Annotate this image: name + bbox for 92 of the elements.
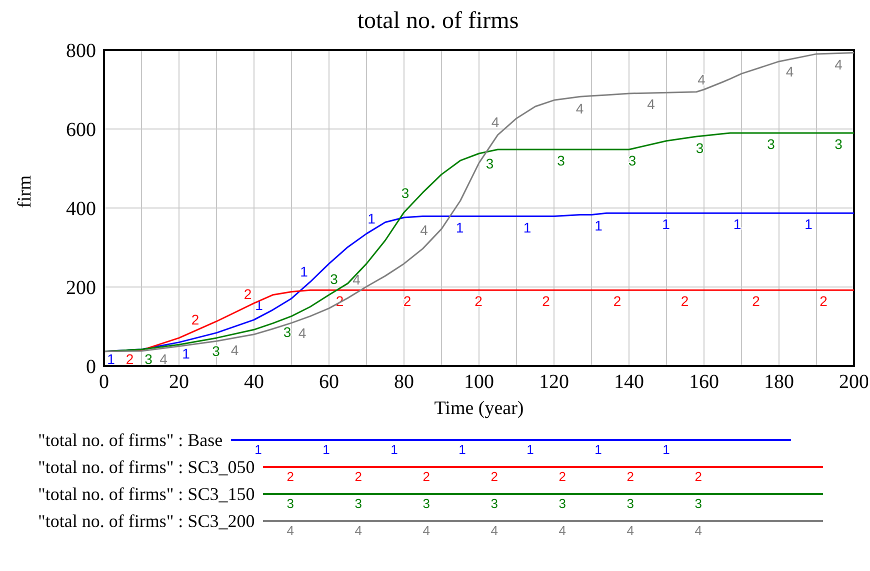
y-axis-title: firm [14,175,36,208]
text: 3 [422,496,430,511]
annotation: 1 [300,263,308,280]
annotation: 2 [474,293,483,310]
text: 3 [286,496,294,511]
annotation: 1 [662,216,670,232]
text: 4 [354,523,362,538]
x-tick-label: 40 [244,371,264,394]
x-tick-label: 60 [319,371,339,394]
x-tick-label: 140 [614,371,644,394]
text: 3 [626,496,634,511]
annotation: 4 [420,222,428,238]
x-tick-label: 20 [169,371,189,394]
annotation: 2 [542,293,550,310]
annotation: 2 [820,293,828,310]
chart-title: total no. of firms [356,8,520,36]
annotation: 3 [212,342,220,359]
y-tick-label: 200 [66,277,96,300]
annotation: 3 [767,136,776,152]
text: 1 [594,442,602,457]
text: 3 [354,496,362,511]
y-tick-label: 600 [66,119,96,142]
x-tick-label: 160 [689,371,719,394]
annotation: 3 [628,152,636,169]
x-tick-label: 180 [764,371,794,394]
y-tick-label: 0 [86,356,96,378]
legend-label: "total no. of firms" : SC3_150 [38,484,255,505]
text: 4 [422,523,430,538]
legend-label: "total no. of firms" : SC3_200 [38,511,255,532]
annotation: 2 [403,293,412,310]
annotation: 1 [804,216,813,232]
annotation: 3 [330,270,338,287]
text: 4 [626,523,634,538]
text: 3 [490,496,498,511]
x-tick-label: 100 [464,371,494,394]
text: 2 [490,469,498,484]
annotation: 2 [244,286,252,302]
annotation: 2 [680,293,689,310]
annotation: 3 [144,351,153,367]
text: 1 [662,442,670,457]
text: 4 [286,523,294,538]
annotation: 4 [786,64,794,80]
annotation: 3 [696,140,704,156]
x-tick-label: 80 [394,371,414,394]
text: 2 [626,469,634,484]
annotation: 1 [523,219,532,236]
text: 1 [322,442,330,457]
text: 1 [254,442,262,457]
annotation: 4 [298,324,306,341]
text: 1 [390,442,398,457]
annotation: 1 [594,218,603,234]
y-tick-label: 800 [66,40,96,62]
x-tick-label: 120 [539,371,569,394]
x-tick-label: 200 [839,371,869,394]
annotation: 4 [160,351,168,367]
text: 1 [526,442,534,457]
annotation: 4 [834,56,843,73]
annotation: 4 [576,100,584,116]
annotation: 1 [107,351,116,367]
annotation: 4 [647,96,656,112]
annotation: 2 [126,351,134,367]
text: 4 [490,523,498,538]
y-tick-label: 400 [66,198,96,220]
annotation: 1 [456,219,464,236]
annotation: 3 [486,156,494,172]
annotation: 2 [752,293,760,310]
annotation: 4 [352,272,361,288]
text: 4 [694,523,702,538]
text: 4 [558,523,566,538]
annotation: 2 [191,312,200,328]
legend-label: "total no. of firms" : Base [38,430,223,451]
annotation: 3 [557,152,566,169]
text: 3 [558,496,566,511]
annotation: 3 [834,136,843,152]
text: 2 [354,469,362,484]
text: 2 [286,469,294,484]
legend-label: "total no. of firms" : SC3_050 [38,457,255,478]
annotation: 3 [283,324,292,340]
annotation: 2 [613,293,622,310]
annotation: 4 [230,342,239,358]
annotation: 4 [491,114,500,130]
annotation: 4 [698,72,706,88]
annotation: 1 [368,210,376,226]
text: 3 [694,496,702,511]
annotation: 1 [733,216,742,232]
text: 2 [422,469,430,484]
annotation: 1 [182,345,190,362]
text: 2 [558,469,566,484]
annotation: 3 [401,185,410,202]
text: 1 [458,442,466,457]
x-axis-title: Time (year) [434,398,524,419]
text: 2 [694,469,702,484]
